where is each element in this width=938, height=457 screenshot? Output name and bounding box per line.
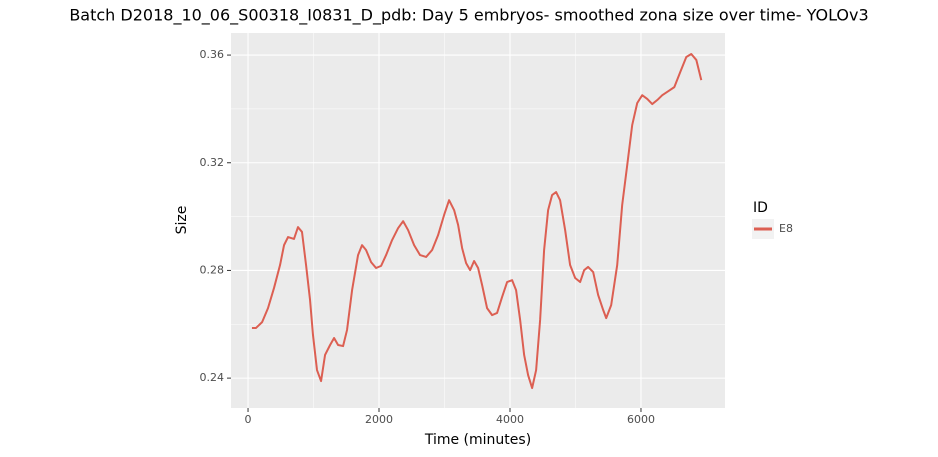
chart-title: Batch D2018_10_06_S00318_I0831_D_pdb: Da… — [69, 6, 868, 26]
y-tick-label: 0.36 — [200, 48, 225, 61]
panel — [231, 33, 725, 408]
legend: E8 — [752, 219, 793, 239]
y-tick-label: 0.24 — [200, 371, 225, 384]
x-tick-label: 2000 — [365, 413, 393, 426]
x-tick-label: 6000 — [627, 413, 655, 426]
y-tick-label: 0.28 — [200, 263, 225, 276]
x-tick-label: 0 — [245, 413, 252, 426]
x-axis-title: Time (minutes) — [424, 432, 531, 448]
y-tick-label: 0.32 — [200, 156, 225, 169]
y-axis-title: Size — [174, 206, 190, 235]
legend-title: ID — [753, 200, 768, 216]
marks — [251, 53, 703, 390]
grid: 0 2000 4000 6000 0.24 0.28 0.32 0.36 — [200, 33, 725, 426]
line — [251, 53, 703, 390]
legend-label: E8 — [779, 222, 793, 235]
x-tick-label: 4000 — [496, 413, 524, 426]
